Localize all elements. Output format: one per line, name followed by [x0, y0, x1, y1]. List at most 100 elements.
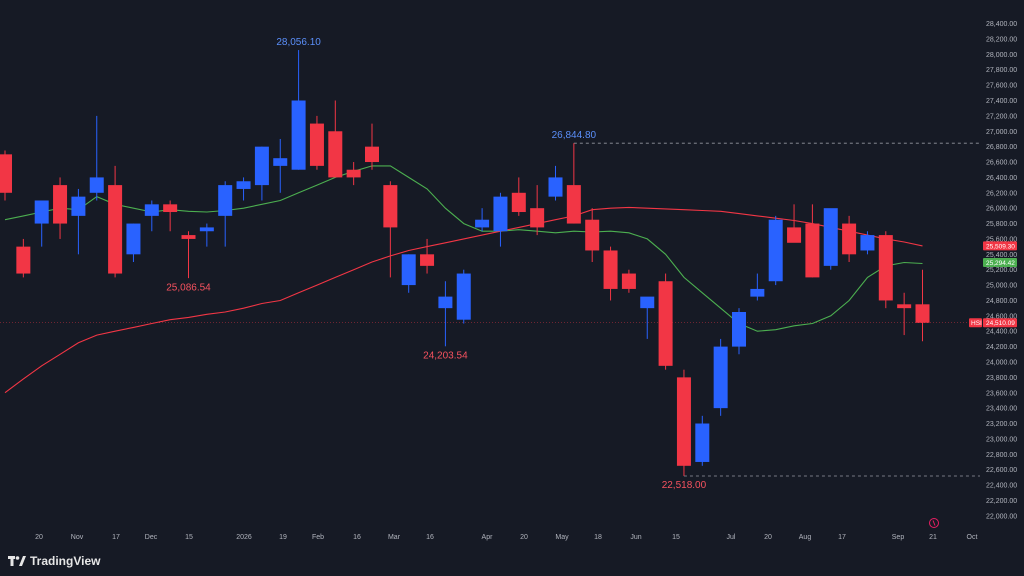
price-badge — [983, 257, 1017, 267]
price-badge-label: 25,509.30 — [986, 243, 1015, 250]
candle-body — [732, 311, 746, 347]
event-marker-icon — [929, 518, 939, 528]
x-tick-label: 18 — [594, 534, 602, 541]
candle-body — [53, 185, 68, 224]
x-tick-label: Mar — [388, 534, 401, 541]
candle-body — [71, 196, 86, 216]
candle-body — [438, 296, 453, 309]
candle-body — [108, 185, 123, 274]
x-tick-label: Apr — [482, 534, 494, 541]
price-badge — [983, 241, 1017, 251]
candle-body — [163, 204, 178, 213]
y-tick-label: 26,800.00 — [986, 144, 1017, 151]
y-tick-label: 22,200.00 — [986, 498, 1017, 505]
candle-body — [365, 146, 379, 163]
y-tick-label: 22,400.00 — [986, 483, 1017, 490]
candle-body — [878, 235, 893, 301]
candle-body — [0, 154, 12, 193]
x-tick-label: Sep — [892, 534, 905, 541]
y-tick-label: 28,400.00 — [986, 21, 1017, 28]
candle-body — [34, 200, 49, 224]
candle-body — [511, 192, 526, 213]
y-tick-label: 22,800.00 — [986, 452, 1017, 459]
candle-body — [16, 246, 31, 274]
candle-body — [640, 296, 655, 309]
candle-body — [768, 219, 783, 282]
candle-body — [456, 273, 471, 320]
y-tick-label: 24,000.00 — [986, 359, 1017, 366]
candle-body — [676, 377, 691, 466]
x-tick-label: 19 — [279, 534, 287, 541]
x-tick-label: Feb — [312, 534, 324, 541]
y-tick-label: 22,600.00 — [986, 467, 1017, 474]
candle-body — [475, 219, 490, 228]
candle-body — [346, 169, 361, 178]
candle-body — [750, 288, 765, 297]
x-tick-label: 15 — [672, 534, 680, 541]
candle-body — [860, 235, 875, 251]
y-tick-label: 26,000.00 — [986, 206, 1017, 213]
candle-body — [309, 123, 324, 166]
candle-body — [548, 177, 563, 197]
x-tick-label: 16 — [353, 534, 361, 541]
x-tick-label: 17 — [838, 534, 846, 541]
y-tick-label: 25,800.00 — [986, 221, 1017, 228]
candle-body — [823, 208, 838, 266]
candle-body — [291, 100, 306, 170]
x-tick-label: 20 — [764, 534, 772, 541]
y-tick-label: 26,600.00 — [986, 160, 1017, 167]
x-tick-label: 16 — [426, 534, 434, 541]
price-annotation: 22,518.00 — [662, 480, 707, 491]
moving-average-long — [4, 206, 923, 394]
candle-body — [493, 196, 508, 232]
candlestick-chart[interactable]: 22,000.00 22,200.00 22,400.00 22,600.00 22,8… — [0, 0, 1024, 547]
candle-body — [530, 208, 545, 228]
y-tick-label: 27,400.00 — [986, 98, 1017, 105]
price-axis — [968, 0, 1024, 547]
candle-body — [401, 254, 416, 286]
candle-body — [603, 250, 618, 289]
candle-body — [695, 423, 710, 462]
y-tick-label: 27,600.00 — [986, 83, 1017, 90]
y-tick-label: 26,200.00 — [986, 190, 1017, 197]
y-tick-label: 26,400.00 — [986, 175, 1017, 182]
candle-body — [89, 177, 104, 193]
candle-body — [420, 254, 435, 266]
candle-body — [199, 227, 214, 232]
price-annotation: 26,844.80 — [552, 130, 597, 141]
x-tick-label: Jun — [630, 534, 641, 541]
y-tick-label: 23,200.00 — [986, 421, 1017, 428]
event-marker-glyph — [932, 520, 936, 526]
candle-body — [273, 158, 288, 166]
candle-body — [585, 219, 600, 251]
plot-area — [0, 0, 968, 547]
tradingview-logo[interactable]: TradingView — [8, 554, 100, 568]
candle-body — [842, 223, 857, 255]
candle-body — [383, 185, 398, 228]
y-tick-label: 25,400.00 — [986, 252, 1017, 259]
symbol-badge — [969, 318, 982, 328]
symbol-badge-label: HSI — [971, 320, 982, 327]
y-tick-label: 27,800.00 — [986, 67, 1017, 74]
y-tick-label: 25,000.00 — [986, 283, 1017, 290]
x-tick-label: May — [555, 534, 569, 541]
y-tick-label: 25,600.00 — [986, 236, 1017, 243]
y-tick-label: 23,800.00 — [986, 375, 1017, 382]
candle-body — [144, 204, 159, 216]
y-tick-label: 23,400.00 — [986, 406, 1017, 413]
brand-label: TradingView — [30, 554, 101, 568]
y-tick-label: 22,000.00 — [986, 513, 1017, 520]
y-tick-label: 28,000.00 — [986, 52, 1017, 59]
y-tick-label: 25,200.00 — [986, 267, 1017, 274]
x-tick-label: 20 — [35, 534, 43, 541]
y-tick-label: 23,600.00 — [986, 390, 1017, 397]
x-tick-label: Nov — [71, 534, 84, 541]
candle-body — [787, 227, 802, 243]
candle-body — [713, 346, 728, 409]
candle-body — [236, 181, 251, 189]
y-tick-label: 28,200.00 — [986, 36, 1017, 43]
y-tick-label: 27,200.00 — [986, 113, 1017, 120]
y-tick-label: 23,000.00 — [986, 436, 1017, 443]
candle-body — [126, 223, 141, 255]
candle-body — [897, 304, 912, 309]
